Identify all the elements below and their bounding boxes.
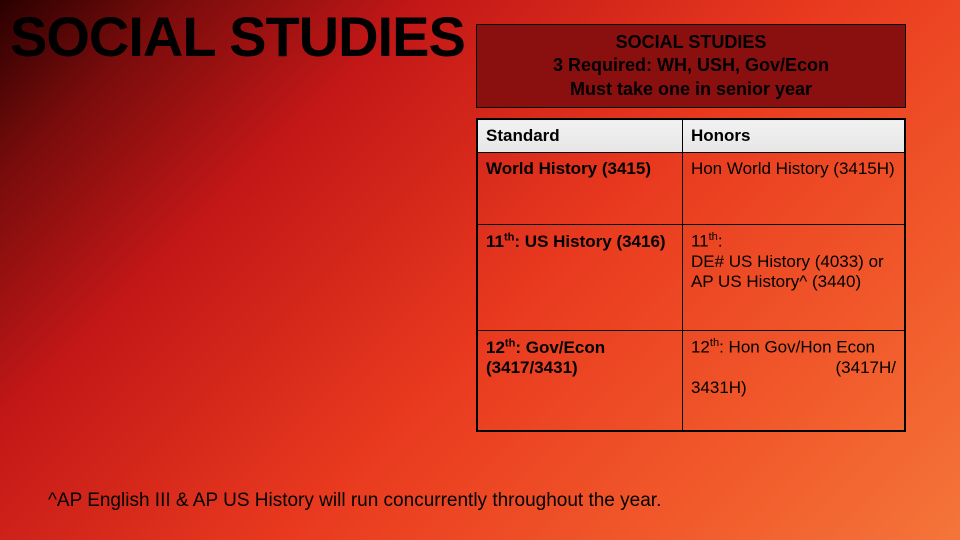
- cell-standard: World History (3415): [478, 153, 683, 225]
- info-box-line3: Must take one in senior year: [485, 78, 897, 101]
- table-row: World History (3415) Hon World History (…: [478, 153, 905, 225]
- slide: SOCIAL STUDIES SOCIAL STUDIES 3 Required…: [0, 0, 960, 540]
- info-box: SOCIAL STUDIES 3 Required: WH, USH, Gov/…: [476, 24, 906, 108]
- page-title: SOCIAL STUDIES: [10, 4, 465, 69]
- course-table: Standard Honors World History (3415) Hon…: [476, 118, 906, 432]
- info-box-line2: 3 Required: WH, USH, Gov/Econ: [485, 54, 897, 77]
- cell-honors: 11th:DE# US History (4033) orAP US Histo…: [682, 225, 904, 331]
- cell-honors: 12th: Hon Gov/Hon Econ(3417H/3431H): [682, 331, 904, 431]
- col-standard-header: Standard: [478, 120, 683, 153]
- info-box-line1: SOCIAL STUDIES: [485, 31, 897, 54]
- table-row: 11th: US History (3416) 11th:DE# US Hist…: [478, 225, 905, 331]
- cell-standard: 12th: Gov/Econ (3417/3431): [478, 331, 683, 431]
- col-honors-header: Honors: [682, 120, 904, 153]
- cell-standard: 11th: US History (3416): [478, 225, 683, 331]
- cell-honors: Hon World History (3415H): [682, 153, 904, 225]
- footnote: ^AP English III & AP US History will run…: [48, 490, 661, 512]
- table-row: 12th: Gov/Econ (3417/3431) 12th: Hon Gov…: [478, 331, 905, 431]
